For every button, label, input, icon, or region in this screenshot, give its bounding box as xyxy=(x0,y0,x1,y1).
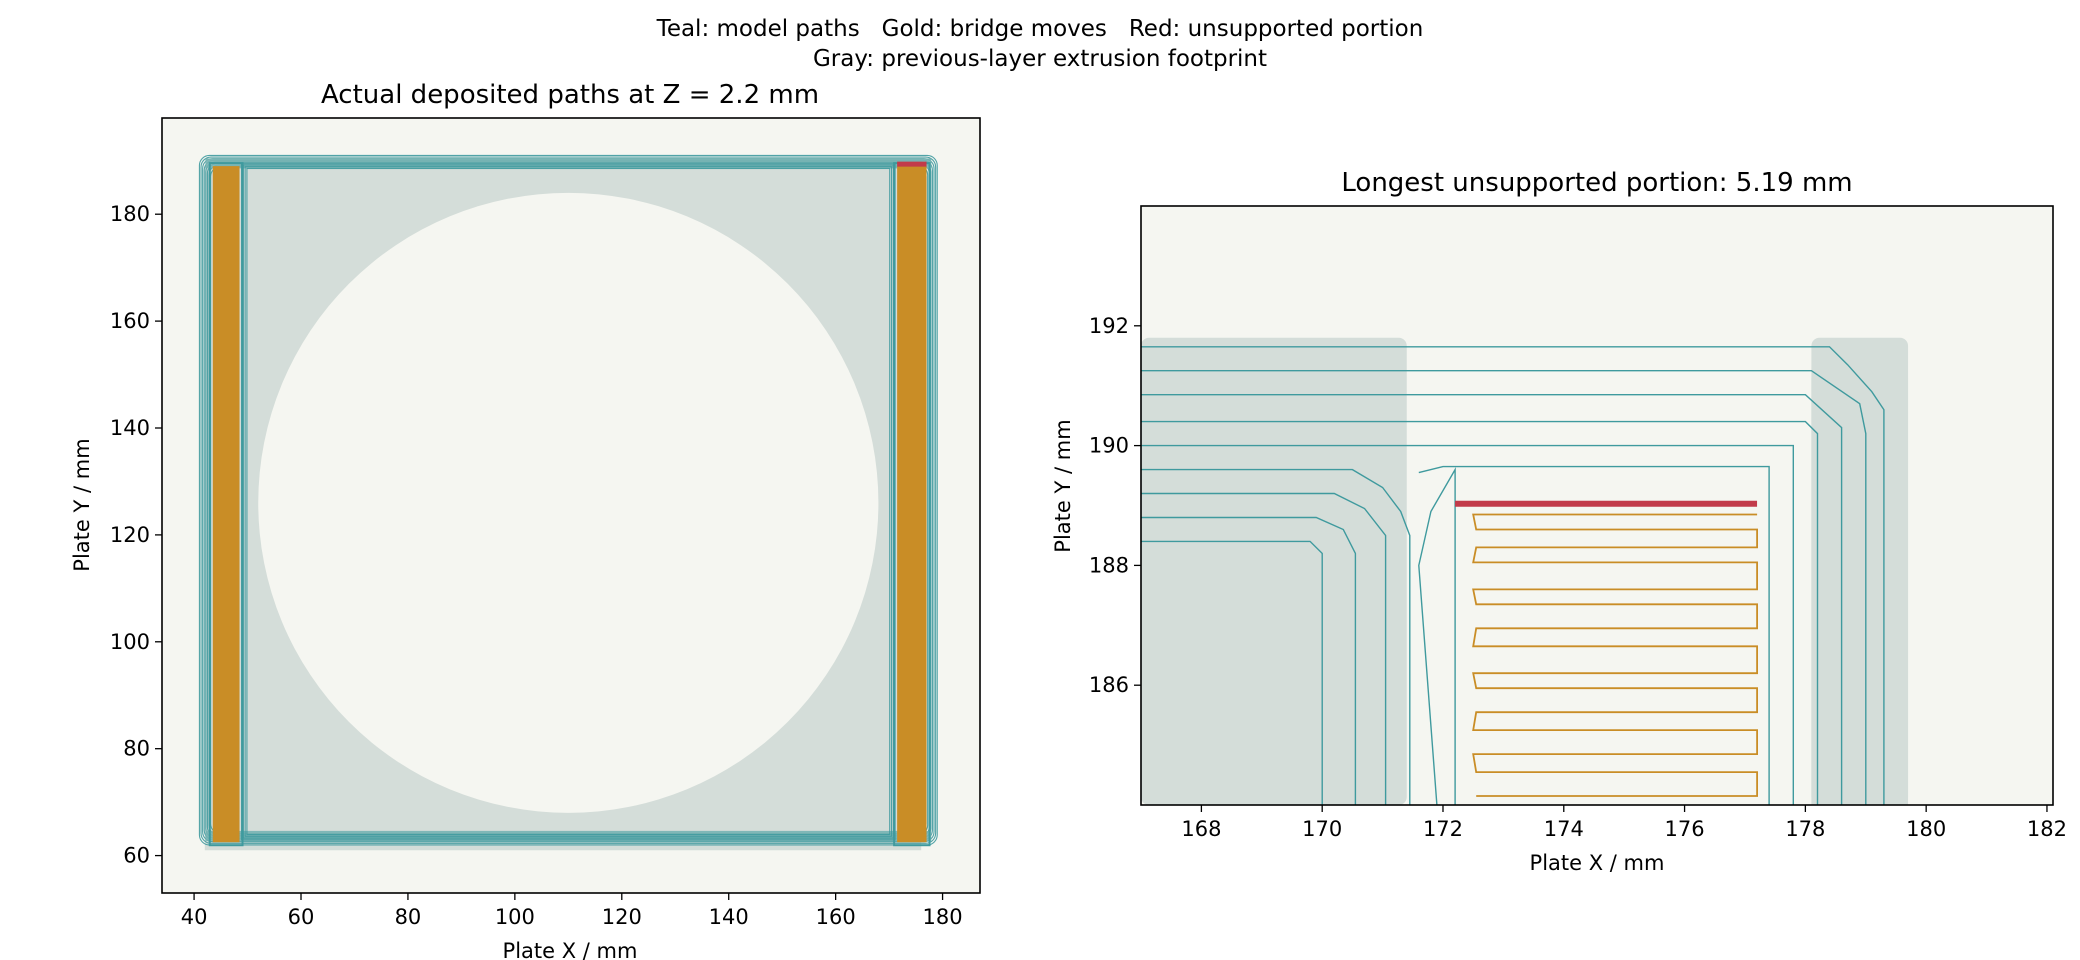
y-tick-label: 160 xyxy=(110,309,150,333)
x-tick-label: 100 xyxy=(495,905,535,929)
y-tick-label: 180 xyxy=(110,202,150,226)
chart-zoom-unsupported: Longest unsupported portion: 5.19 mm Pla… xyxy=(1051,168,2067,875)
x-tick-label: 180 xyxy=(1906,817,1946,841)
x-tick-label: 60 xyxy=(288,905,315,929)
model-path-11 xyxy=(1418,465,1770,805)
x-tick-label: 178 xyxy=(1785,817,1825,841)
y-tick-label: 190 xyxy=(1089,434,1129,458)
y-tick-label: 100 xyxy=(110,630,150,654)
x-tick-label: 174 xyxy=(1544,817,1584,841)
footprint-region-1 xyxy=(1141,337,1407,805)
model-path-5 xyxy=(1141,444,1795,805)
model-path-8 xyxy=(1141,516,1357,805)
model-path-4 xyxy=(1141,420,1819,805)
chart-full-plate: Actual deposited paths at Z = 2.2 mm Pla… xyxy=(70,80,981,960)
footprint-region-2-body xyxy=(1811,377,1909,805)
model-path-7 xyxy=(1141,492,1387,805)
model-path-outer-loop xyxy=(198,154,938,846)
axes-frame xyxy=(1140,205,2054,806)
model-path-inner-loop xyxy=(244,166,893,837)
y-tick-label: 140 xyxy=(110,416,150,440)
model-path-6 xyxy=(1141,468,1411,805)
plot-area xyxy=(1141,337,1909,805)
x-tick-label: 176 xyxy=(1665,817,1705,841)
y-axis-label: Plate Y / mm xyxy=(1051,419,1075,552)
y-tick-label: 186 xyxy=(1089,673,1129,697)
footprint-hole xyxy=(258,192,879,813)
x-tick-label: 172 xyxy=(1423,817,1463,841)
chart-title: Actual deposited paths at Z = 2.2 mm xyxy=(321,80,819,110)
x-tick-label: 160 xyxy=(816,905,856,929)
x-tick-label: 120 xyxy=(602,905,642,929)
x-axis-label: Plate X / mm xyxy=(503,939,638,960)
x-tick-label: 170 xyxy=(1302,817,1342,841)
figure-legend-title: Teal: model paths Gold: bridge moves Red… xyxy=(0,14,2080,74)
bridge-path xyxy=(1472,513,1758,797)
y-tick-label: 188 xyxy=(1089,553,1129,577)
y-tick-label: 192 xyxy=(1089,314,1129,338)
model-path-9 xyxy=(1141,540,1323,805)
y-tick-label: 60 xyxy=(123,844,150,868)
plot-area xyxy=(198,154,938,851)
bridge-border xyxy=(208,162,244,847)
bridge-moves-left xyxy=(212,166,240,843)
y-axis-label: Plate Y / mm xyxy=(70,438,94,571)
x-tick-label: 40 xyxy=(181,905,208,929)
x-tick-label: 168 xyxy=(1181,817,1221,841)
legend-line-1: Teal: model paths Gold: bridge moves Red… xyxy=(656,16,1424,42)
axes-frame xyxy=(161,117,981,894)
x-tick-label: 180 xyxy=(923,905,963,929)
model-path-2 xyxy=(1141,370,1867,805)
legend-line-2: Gray: previous-layer extrusion footprint xyxy=(812,46,1268,72)
x-tick-label: 182 xyxy=(2027,817,2067,841)
model-path-1 xyxy=(1141,346,1885,805)
y-tick-label: 80 xyxy=(123,737,150,761)
x-tick-label: 80 xyxy=(395,905,422,929)
x-tick-label: 140 xyxy=(709,905,749,929)
x-axis-label: Plate X / mm xyxy=(1530,851,1665,875)
bridge-moves-right xyxy=(897,166,927,843)
model-path-3 xyxy=(1141,394,1843,805)
chart-title: Longest unsupported portion: 5.19 mm xyxy=(1341,168,1852,198)
y-tick-label: 120 xyxy=(110,523,150,547)
model-path-outer-loop xyxy=(200,156,937,844)
model-path-inner-loop xyxy=(246,167,891,836)
model-path-10 xyxy=(1418,466,1456,805)
